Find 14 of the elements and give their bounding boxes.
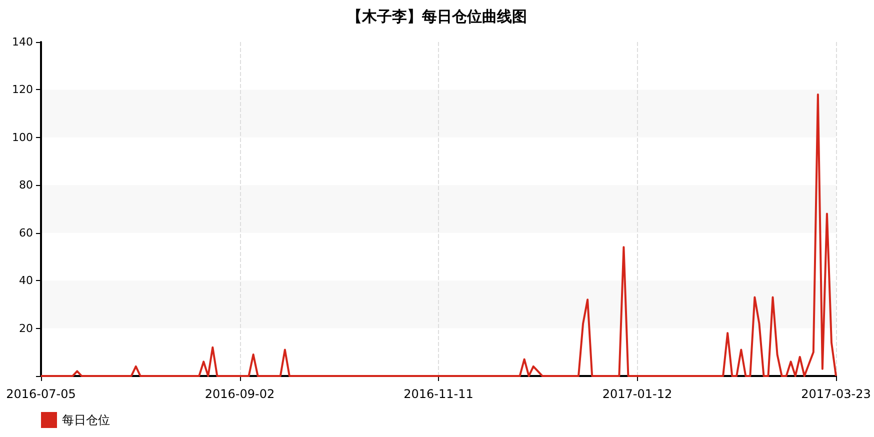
x-tick-label: 2017-01-12 — [602, 387, 672, 401]
chart-title: 【木子李】每日仓位曲线图 — [347, 8, 527, 26]
y-tick-label: 60 — [19, 226, 33, 240]
y-tick-label: 100 — [12, 130, 33, 144]
y-tick-label: 120 — [12, 83, 33, 96]
y-tick-label: 140 — [12, 36, 33, 48]
x-tick-label: 2017-03-23 — [801, 387, 871, 401]
x-tick-label: 2016-11-11 — [404, 387, 474, 401]
y-tick-label: 20 — [19, 322, 33, 335]
legend-label: 每日仓位 — [62, 413, 110, 427]
y-tick-label: 40 — [19, 274, 33, 288]
x-tick-label: 2016-09-02 — [204, 387, 275, 401]
x-tick-label: 2016-07-05 — [6, 387, 76, 401]
y-tick-label: 80 — [19, 178, 33, 192]
